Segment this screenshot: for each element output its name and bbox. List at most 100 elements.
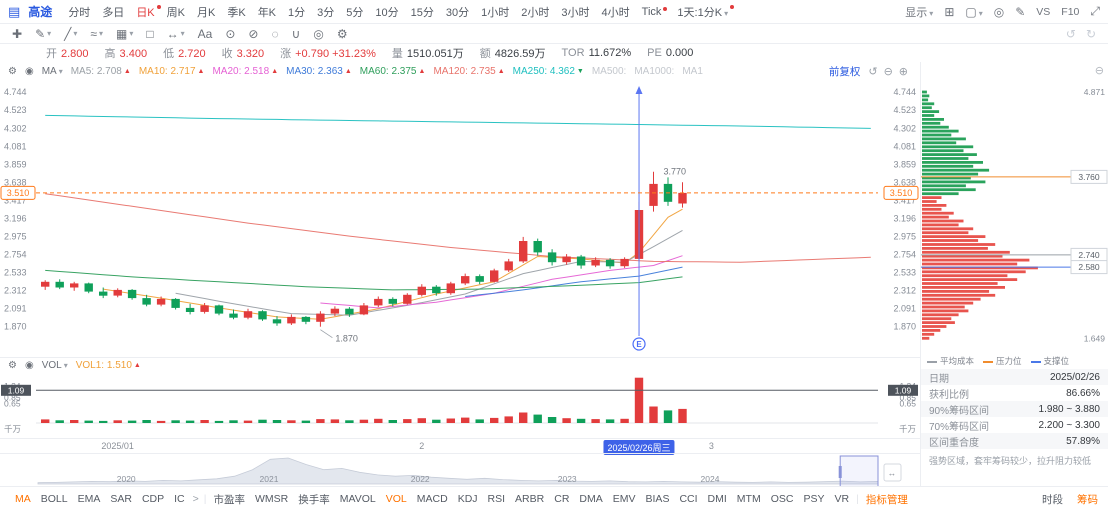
period-tab-年K[interactable]: 年K [257, 6, 277, 19]
ma-legend-item[interactable]: MA5: 2.708 ▲ [71, 66, 131, 77]
eye-icon[interactable]: ◉ [24, 360, 34, 371]
period-tab-季K[interactable]: 季K [227, 6, 246, 19]
period-tab-周K[interactable]: 周K [166, 6, 185, 19]
compare-icon[interactable]: ◎ [993, 4, 1005, 19]
draw-settings-tool[interactable]: ⚙ [336, 26, 348, 41]
period-tab-30分[interactable]: 30分 [445, 6, 470, 19]
grid-tool[interactable]: ▦ ▾ [116, 26, 134, 41]
interval-dropdown[interactable]: 1天:1分K ▾ [671, 4, 734, 20]
ma-legend-item[interactable]: MA20: 2.518 ▲ [212, 66, 278, 77]
f10-button[interactable]: F10 [1061, 5, 1080, 18]
indicator-tab-DMI[interactable]: DMI [707, 493, 727, 505]
indicator-tab-VOL[interactable]: VOL [385, 493, 407, 505]
indicator-tab-SAR[interactable]: SAR [110, 493, 132, 505]
ma-legend-item[interactable]: MA120: 2.735 ▲ [433, 66, 504, 77]
indicator-tab-CCI[interactable]: CCI [679, 493, 698, 505]
hide-drawings-tool[interactable]: ◌ [271, 26, 279, 41]
period-tab-3分[interactable]: 3分 [317, 6, 335, 19]
eraser-tool[interactable]: ⊘ [248, 26, 259, 41]
arrow-tool[interactable]: ↔ ▾ [166, 26, 185, 41]
period-tab-1小时[interactable]: 1小时 [481, 6, 510, 19]
vol-group-dropdown[interactable]: VOL ▾ [41, 360, 68, 371]
period-tab-5分[interactable]: 5分 [346, 6, 364, 19]
indicator-tab-WMSR[interactable]: WMSR [255, 493, 289, 505]
trendline-tool[interactable]: ╱ ▾ [64, 26, 78, 41]
stock-symbol[interactable]: 高途 [28, 5, 53, 19]
period-tab-10分[interactable]: 10分 [375, 6, 399, 19]
undo-icon[interactable]: ↺ [1065, 26, 1076, 41]
ma-legend-item[interactable]: MA1000: [634, 66, 674, 77]
text-tool[interactable]: Aa [197, 26, 213, 41]
indicator-tab-IC[interactable]: IC [174, 493, 185, 505]
pencil-tool[interactable]: ✎ ▾ [35, 26, 52, 41]
ma-group-dropdown[interactable]: MA ▾ [41, 65, 63, 77]
range-navigator-canvas[interactable]: 2020 2021 2022 2023 2024 ↔ [0, 454, 920, 492]
layout-icon[interactable]: ▢ ▾ [965, 4, 983, 19]
indicator-tab-EMA[interactable]: EMA [77, 493, 101, 505]
period-tab-月K[interactable]: 月K [197, 6, 216, 19]
indicator-tab-OSC[interactable]: OSC [770, 493, 794, 505]
panel-tab-筹码[interactable]: 筹码 [1077, 493, 1098, 506]
pan-tool[interactable]: ✚ [12, 26, 23, 41]
indicator-tab-CDP[interactable]: CDP [141, 493, 165, 505]
indicator-tab-KDJ[interactable]: KDJ [457, 493, 478, 505]
chip-distribution-canvas[interactable]: 3.760 2.740 2.580 4.871 1.649 [921, 78, 1108, 350]
redo-icon[interactable]: ↻ [1085, 26, 1096, 41]
adjust-mode-button[interactable]: 前复权 [828, 65, 861, 78]
indicator-tab-BOLL[interactable]: BOLL [40, 493, 68, 505]
ma-legend-item[interactable]: MA30: 2.363 ▲ [286, 66, 352, 77]
period-tab-Tick[interactable]: Tick [636, 6, 668, 18]
indicator-tab-市盈率[interactable]: 市盈率 [213, 493, 246, 506]
ma-legend-item[interactable]: MA60: 2.375 ▲ [360, 66, 426, 77]
period-tab-多日[interactable]: 多日 [102, 6, 125, 19]
indicator-tab-EMV[interactable]: EMV [612, 493, 636, 505]
indicator-tab-ARBR[interactable]: ARBR [515, 493, 545, 505]
indicator-manage-button[interactable]: 指标管理 [865, 493, 908, 506]
collapse-panel-icon[interactable]: ⊖ [1094, 65, 1104, 77]
wave-tool[interactable]: ≈ ▾ [90, 26, 103, 41]
rect-tool[interactable]: □ [146, 26, 154, 41]
period-tab-4小时[interactable]: 4小时 [601, 6, 630, 19]
ma-legend-item[interactable]: MA250: 4.362 ▼ [513, 66, 584, 77]
eye-icon[interactable]: ◉ [24, 65, 34, 77]
indicator-tab-MTM[interactable]: MTM [736, 493, 761, 505]
period-tab-3小时[interactable]: 3小时 [561, 6, 590, 19]
indicator-tab-RSI[interactable]: RSI [487, 493, 506, 505]
expand-icon[interactable]: ⤢ [1090, 4, 1100, 18]
indicator-tab-PSY[interactable]: PSY [803, 493, 825, 505]
more-indicators-chevron[interactable]: > [192, 493, 199, 505]
zoom-out-icon[interactable]: ⊖ [883, 65, 893, 78]
gear-icon[interactable]: ⚙ [8, 360, 17, 371]
continuous-draw-tool[interactable]: ◎ [313, 26, 324, 41]
panel-tab-时段[interactable]: 时段 [1042, 493, 1063, 506]
period-tab-分时[interactable]: 分时 [68, 6, 91, 19]
edit-icon[interactable]: ✎ [1015, 4, 1026, 19]
ma-legend-item[interactable]: MA500: [592, 66, 626, 77]
comment-tool[interactable]: ⊙ [225, 26, 236, 41]
indicator-tab-CR[interactable]: CR [554, 493, 570, 505]
indicator-tab-MA[interactable]: MA [15, 493, 31, 505]
zoom-in-icon[interactable]: ⊕ [898, 65, 908, 78]
vs-button[interactable]: VS [1036, 5, 1051, 18]
period-tab-2小时[interactable]: 2小时 [521, 6, 550, 19]
indicator-tab-MAVOL[interactable]: MAVOL [339, 493, 376, 505]
grid-icon[interactable]: ⊞ [944, 4, 955, 19]
indicator-tab-MACD[interactable]: MACD [416, 493, 448, 505]
ma-legend-item[interactable]: MA10: 2.717 ▲ [139, 66, 205, 77]
gear-icon[interactable]: ⚙ [8, 65, 17, 77]
ma-legend-item[interactable]: MA1 [682, 66, 703, 77]
range-navigator[interactable]: 2020 2021 2022 2023 2024 ↔ [0, 453, 920, 492]
display-dropdown[interactable]: 显示 ▾ [905, 4, 933, 20]
indicator-tab-BIAS[interactable]: BIAS [645, 493, 670, 505]
period-tab-1分[interactable]: 1分 [288, 6, 306, 19]
period-tab-15分[interactable]: 15分 [410, 6, 434, 19]
period-tab-日K[interactable]: 日K [130, 4, 162, 20]
indicator-tab-换手率[interactable]: 换手率 [298, 493, 330, 506]
indicator-tab-DMA[interactable]: DMA [579, 493, 603, 505]
price-chart-canvas[interactable]: 4.744 4.744 4.523 4.523 4.302 4.302 4.081 4.081… [0, 80, 920, 354]
magnet-tool[interactable]: ∪ [291, 26, 301, 41]
app-icon[interactable]: ▤ [8, 3, 21, 19]
refresh-icon[interactable]: ↺ [868, 65, 878, 78]
indicator-tab-VR[interactable]: VR [834, 493, 850, 505]
